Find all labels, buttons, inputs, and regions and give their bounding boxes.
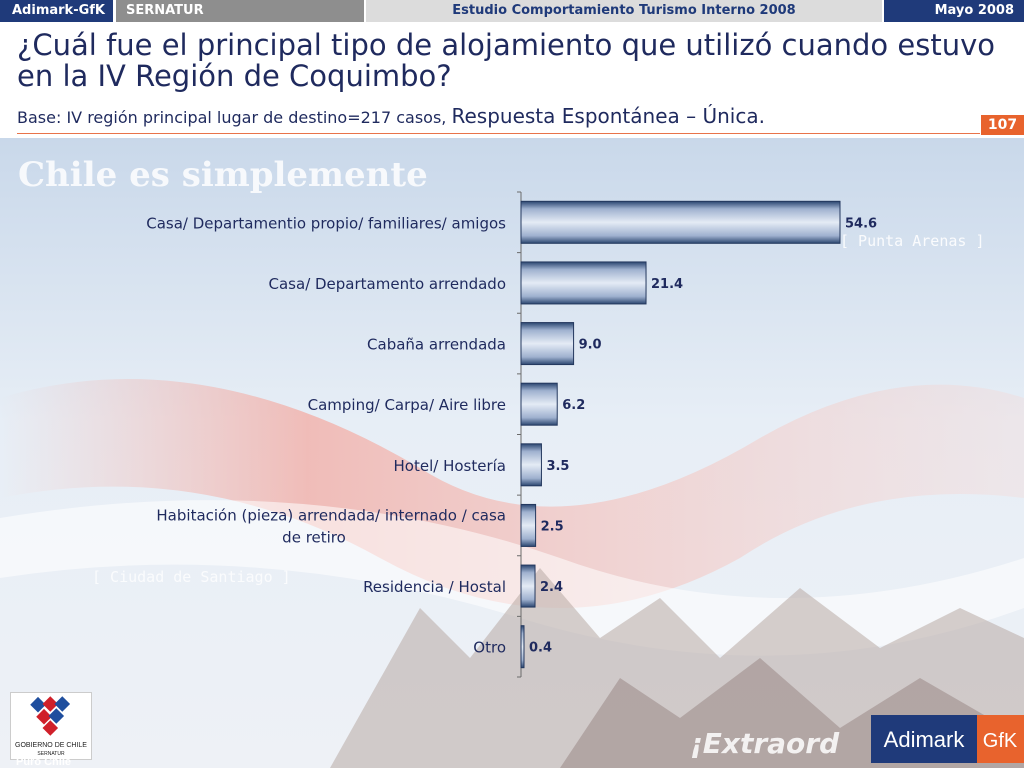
category-label: Casa/ Departamentio propio/ familiares/ … (146, 214, 506, 232)
header-bar: Adimark-GfK SERNATUR Estudio Comportamie… (0, 0, 1024, 22)
response-type: Respuesta Espontánea – Única. (451, 104, 765, 128)
bar (520, 625, 525, 669)
category-label: Hotel/ Hostería (394, 457, 506, 475)
background-tagline: Chile es simplemente (18, 155, 428, 195)
data-label: 0.4 (529, 641, 552, 656)
puro-chile-label: Puro Chile (16, 756, 72, 768)
data-label: 6.2 (562, 398, 585, 413)
bar (520, 200, 841, 244)
category-label: Camping/ Carpa/ Aire libre (308, 396, 506, 414)
data-label: 2.5 (541, 519, 564, 534)
bar (520, 564, 536, 608)
bar (520, 443, 542, 487)
data-label: 54.6 (845, 216, 877, 231)
category-label: Otro (473, 639, 506, 657)
background-slogan: ¡Extraord (690, 727, 840, 760)
header-date: Mayo 2008 (884, 0, 1024, 22)
header-client: SERNATUR (116, 0, 364, 22)
bar (520, 322, 575, 366)
category-label: Casa/ Departamento arrendado (269, 275, 506, 293)
category-label: Habitación (pieza) arrendada/ internado … (156, 506, 506, 524)
data-label: 2.4 (540, 580, 563, 595)
data-label: 9.0 (579, 338, 602, 353)
header-study: Estudio Comportamiento Turismo Interno 2… (366, 0, 882, 22)
background-city-center: [ Ciudad de Santiago ] (92, 568, 291, 586)
gobierno-label: GOBIERNO DE CHILE (15, 742, 87, 749)
bar (520, 503, 537, 547)
category-label: de retiro (282, 528, 346, 546)
bar (520, 261, 647, 305)
adimark-label: Adimark (884, 727, 966, 752)
bar (520, 382, 558, 426)
data-label: 21.4 (651, 277, 683, 292)
gfk-label: GfK (983, 730, 1018, 752)
header-brand: Adimark-GfK (0, 0, 113, 22)
background-artwork: Chile es simplemente [ Punta Arenas ] [ … (0, 138, 1024, 768)
category-label: Cabaña arrendada (367, 336, 506, 354)
background-city-north: [ Punta Arenas ] (840, 232, 985, 250)
page-number: 107 (981, 115, 1024, 135)
gobierno-star-icon (30, 696, 71, 736)
adimark-gfk-logo: Adimark GfK (871, 715, 1024, 763)
title-rule (17, 133, 980, 134)
slide-subtitle: Base: IV región principal lugar de desti… (17, 104, 765, 128)
category-label: Residencia / Hostal (363, 578, 506, 596)
gobierno-logo: GOBIERNO DE CHILE SERNATUR (10, 692, 92, 760)
slide-title: ¿Cuál fue el principal tipo de alojamien… (17, 28, 995, 93)
base-note: Base: IV región principal lugar de desti… (17, 108, 447, 127)
gobierno-sublabel: SERNATUR (37, 751, 65, 757)
data-label: 3.5 (546, 459, 569, 474)
